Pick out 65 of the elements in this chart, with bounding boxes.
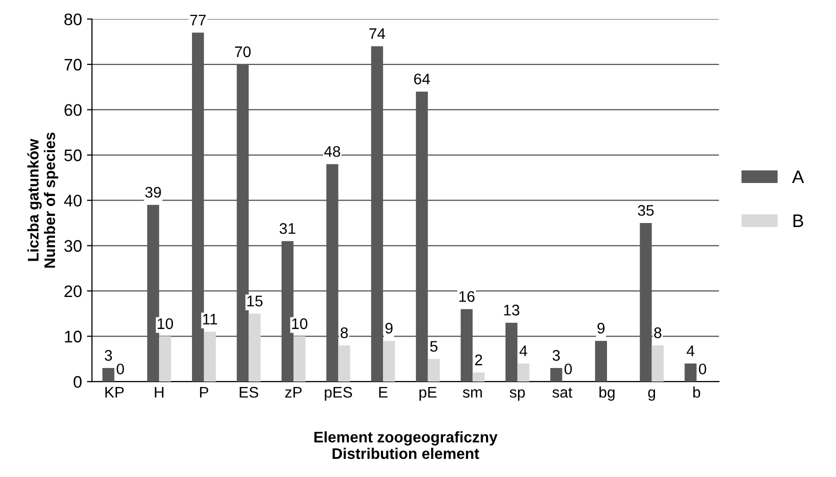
data-label: 0 — [564, 364, 572, 374]
data-label: 64 — [414, 74, 430, 84]
data-label: 8 — [654, 327, 662, 338]
x-tick-label: b — [693, 386, 700, 398]
y-axis-title: Liczba gatunków Number of species — [27, 132, 58, 268]
bar — [595, 340, 607, 382]
data-label: 35 — [638, 204, 654, 216]
data-label: 74 — [369, 28, 386, 39]
y-tick-label: 30 — [64, 240, 82, 252]
data-label: 15 — [247, 296, 263, 306]
bar — [472, 372, 485, 382]
bar — [293, 336, 306, 382]
x-tick-label: E — [379, 387, 388, 398]
x-tick-label: g — [648, 389, 656, 401]
x-tick-label: pES — [324, 386, 352, 401]
data-label: 77 — [190, 14, 206, 26]
data-label: 11 — [203, 314, 218, 324]
data-label: 2 — [475, 354, 482, 366]
data-label: 3 — [104, 350, 112, 361]
data-label: 31 — [280, 223, 296, 234]
x-tick-label: KP — [105, 387, 124, 398]
data-label: 4 — [686, 346, 694, 356]
y-tick-label: 60 — [64, 104, 82, 116]
y-tick-label: 80 — [64, 13, 82, 26]
data-label: 0 — [116, 364, 124, 374]
data-label: 10 — [158, 318, 174, 330]
legend-label: B — [794, 214, 804, 227]
data-label: 5 — [430, 341, 438, 352]
y-tick-label: 20 — [64, 285, 82, 298]
bar — [248, 314, 261, 382]
x-axis-title: Element zoogeograficzny Distribution element — [314, 431, 498, 460]
x-tick-label: P — [200, 387, 208, 398]
data-label: 70 — [235, 46, 251, 58]
y-tick-label: 10 — [64, 330, 82, 342]
bar — [159, 336, 172, 382]
bar — [517, 363, 530, 382]
bar — [428, 358, 440, 382]
x-tick-label: sp — [510, 389, 525, 401]
data-label: 0 — [698, 364, 706, 374]
x-tick-label: ES — [240, 386, 258, 398]
x-tick-label: bg — [599, 386, 615, 401]
x-tick-label: H — [154, 387, 164, 398]
x-tick-label: sm — [462, 389, 482, 398]
data-label: 3 — [552, 350, 560, 361]
x-tick-label: sat — [552, 388, 572, 398]
y-tick-label: 0 — [74, 376, 82, 388]
data-label: 9 — [597, 322, 605, 334]
data-label: 13 — [504, 304, 520, 316]
data-label: 8 — [340, 327, 348, 338]
bar — [652, 345, 664, 382]
data-label: 4 — [520, 346, 528, 356]
x-tick-label: pE — [419, 387, 437, 401]
x-tick-label: zP — [285, 387, 302, 398]
y-tick-label: 50 — [64, 149, 82, 162]
data-label: 9 — [386, 322, 393, 334]
y-tick-label: 40 — [64, 194, 82, 207]
legend-label: A — [792, 170, 804, 184]
y-tick-label: 70 — [64, 58, 82, 71]
data-label: 48 — [324, 146, 340, 157]
data-label: 39 — [145, 186, 161, 198]
data-label: 10 — [292, 318, 308, 330]
bar — [338, 345, 350, 382]
bar — [204, 332, 216, 382]
data-label: 16 — [459, 291, 474, 302]
bar — [383, 340, 396, 382]
